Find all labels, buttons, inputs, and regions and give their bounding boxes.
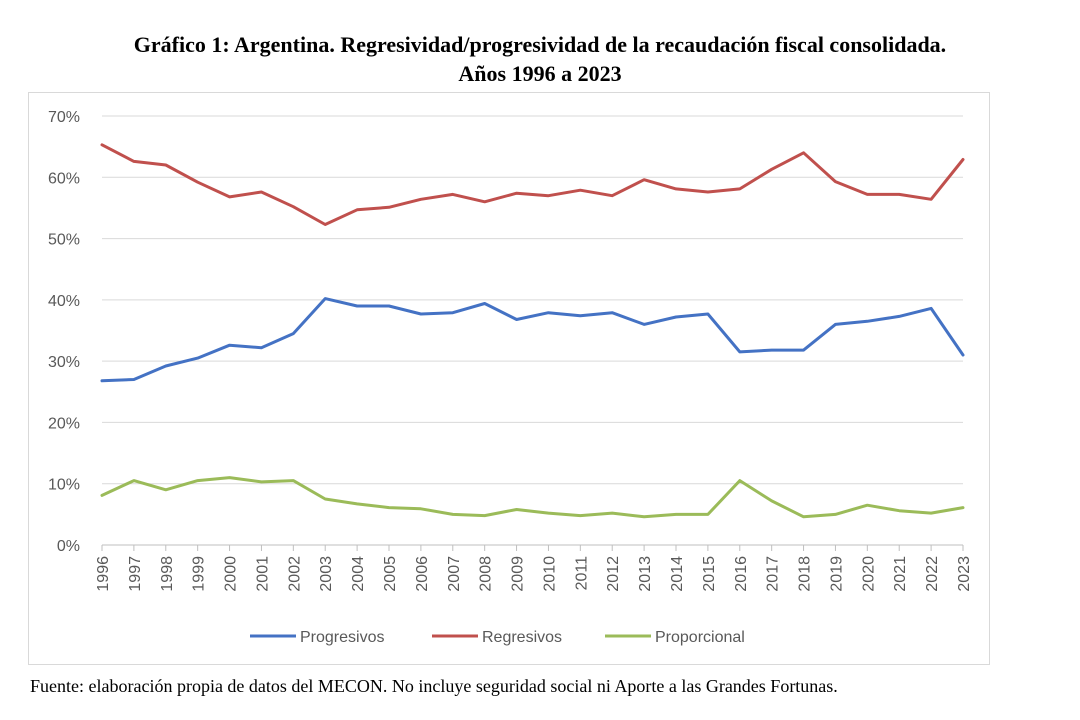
legend-label-regresivos: Regresivos (482, 629, 562, 646)
source-note: Fuente: elaboración propia de datos del … (30, 676, 838, 696)
x-tick-label: 2006 (414, 556, 431, 592)
x-tick-label: 2003 (318, 556, 335, 592)
y-tick-label: 40% (48, 293, 80, 310)
legend-label-proporcional: Proporcional (655, 629, 745, 646)
x-tick-label: 1996 (95, 556, 112, 592)
series-line-regresivos (100, 143, 965, 226)
series-line-proporcional (100, 476, 965, 519)
x-tick-label: 2017 (765, 556, 782, 592)
x-tick-label: 1999 (191, 556, 208, 592)
chart-title: Gráfico 1: Argentina. Regresividad/progr… (0, 30, 1080, 88)
y-tick-label: 50% (48, 232, 80, 249)
x-tick-label: 2015 (701, 556, 718, 592)
chart-area-frame (28, 92, 990, 665)
x-tick-label: 2005 (382, 556, 399, 592)
x-tick-label: 2000 (223, 556, 240, 592)
x-tick-label: 2012 (605, 556, 622, 592)
x-tick-label: 2009 (510, 556, 527, 592)
x-tick-label: 2007 (446, 556, 463, 592)
x-tick-label: 2023 (956, 556, 973, 592)
x-tick-label: 2013 (637, 556, 654, 592)
y-tick-label: 10% (48, 477, 80, 494)
legend-label-progresivos: Progresivos (300, 629, 384, 646)
x-tick-label: 2018 (797, 556, 814, 592)
x-tick-label: 1997 (127, 556, 144, 592)
x-tick-label: 2010 (541, 556, 558, 592)
y-tick-label: 60% (48, 170, 80, 187)
x-tick-label: 2016 (733, 556, 750, 592)
x-tick-label: 2021 (892, 556, 909, 592)
x-tick-label: 2004 (350, 556, 367, 592)
y-tick-label: 70% (48, 109, 80, 126)
x-tick-label: 1998 (159, 556, 176, 592)
x-tick-label: 2011 (573, 556, 590, 591)
chart-title-line-1: Gráfico 1: Argentina. Regresividad/progr… (133, 32, 947, 57)
y-tick-label: 30% (48, 354, 80, 371)
x-tick-label: 2014 (669, 556, 686, 592)
x-tick-label: 2020 (860, 556, 877, 592)
y-tick-label: 20% (48, 415, 80, 432)
x-tick-label: 2019 (828, 556, 845, 592)
x-tick-label: 2008 (478, 556, 495, 592)
x-tick-label: 2022 (924, 556, 941, 592)
series-line-progresivos (100, 297, 965, 383)
chart-title-line-2: Años 1996 a 2023 (458, 61, 622, 86)
x-tick-label: 2001 (254, 556, 271, 592)
x-tick-label: 2002 (286, 556, 303, 592)
y-tick-label: 0% (57, 538, 80, 555)
